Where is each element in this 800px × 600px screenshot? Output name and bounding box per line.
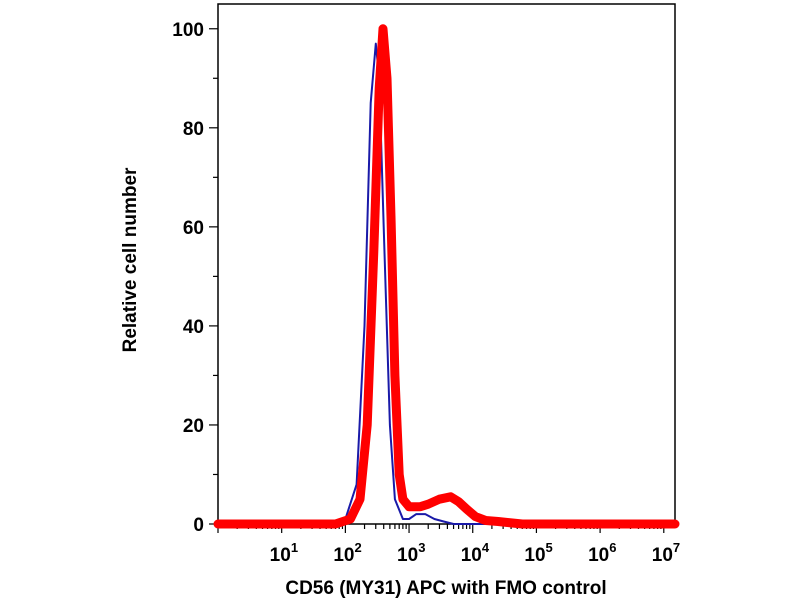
y-tick-label: 100 (172, 20, 204, 41)
x-axis-label: CD56 (MY31) APC with FMO control (285, 578, 606, 599)
plot-frame (217, 3, 676, 525)
x-axis-tick-labels: 101 102 103 104 105 106 107 (270, 540, 680, 566)
y-tick-label: 20 (183, 416, 204, 437)
x-tick-label: 107 (652, 540, 680, 566)
x-tick-label: 102 (333, 540, 361, 566)
y-axis-label: Relative cell number (120, 167, 141, 352)
x-tick-label: 101 (270, 540, 298, 566)
y-tick-label: 60 (183, 218, 204, 239)
series-layer (213, 24, 680, 529)
y-tick-label: 0 (193, 515, 204, 536)
x-tick-label: 105 (524, 540, 552, 566)
series-line-red (213, 24, 680, 529)
x-tick-label: 104 (461, 540, 490, 566)
y-axis-tick-labels: 0 20 40 60 80 100 (172, 20, 204, 536)
x-tick-label: 103 (397, 540, 425, 566)
series-line-blue (217, 42, 676, 525)
x-tick-label: 106 (588, 540, 616, 566)
y-tick-label: 40 (183, 317, 204, 338)
y-tick-label: 80 (183, 119, 204, 140)
y-axis-ticks (209, 28, 218, 525)
